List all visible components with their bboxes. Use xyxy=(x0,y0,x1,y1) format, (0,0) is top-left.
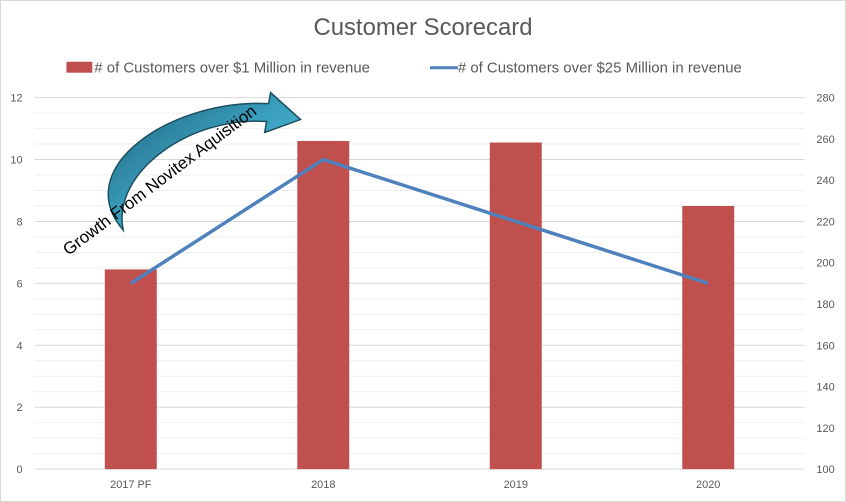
right-tick-label: 200 xyxy=(816,258,834,270)
category-label: 2020 xyxy=(696,479,720,491)
left-tick-label: 10 xyxy=(10,155,22,167)
left-tick-label: 0 xyxy=(17,464,23,476)
left-tick-label: 8 xyxy=(17,216,23,228)
right-tick-label: 260 xyxy=(816,134,834,146)
bar xyxy=(489,142,542,470)
left-tick-label: 2 xyxy=(17,402,23,414)
bar xyxy=(682,205,735,470)
right-axis-ticks: 100 120 140 160 180 200 220 240 260 280 xyxy=(816,93,834,477)
legend: # of Customers over $1 Million in revenu… xyxy=(66,60,742,77)
right-tick-label: 180 xyxy=(816,299,834,311)
annotation-arrow xyxy=(107,91,302,233)
category-label: 2017 PF xyxy=(110,479,152,491)
bar-series xyxy=(104,140,735,470)
chart-title: Customer Scorecard xyxy=(313,14,532,41)
left-tick-label: 4 xyxy=(17,340,23,352)
right-tick-label: 100 xyxy=(816,464,834,476)
legend-bar-label: # of Customers over $1 Million in revenu… xyxy=(94,60,370,77)
right-tick-label: 280 xyxy=(816,93,834,105)
right-tick-label: 240 xyxy=(816,175,834,187)
category-label: 2019 xyxy=(504,479,528,491)
legend-bar-swatch xyxy=(66,61,93,73)
category-labels: 2017 PF 2018 2019 2020 xyxy=(110,479,720,491)
left-tick-label: 6 xyxy=(17,278,23,290)
left-axis-ticks: 0 2 4 6 8 10 12 xyxy=(10,93,22,477)
right-tick-label: 160 xyxy=(816,340,834,352)
right-tick-label: 140 xyxy=(816,382,834,394)
bar xyxy=(297,140,350,470)
left-tick-label: 12 xyxy=(10,93,22,105)
bar xyxy=(104,269,157,470)
series-line xyxy=(129,157,709,286)
line-series xyxy=(129,157,709,286)
gridlines xyxy=(34,97,805,470)
category-label: 2018 xyxy=(311,479,335,491)
right-tick-label: 220 xyxy=(816,216,834,228)
curved-arrow-icon xyxy=(107,91,302,233)
legend-line-label: # of Customers over $25 Million in reven… xyxy=(458,60,742,77)
right-tick-label: 120 xyxy=(816,423,834,435)
annotation-text: Growth From Novitex Aquisition xyxy=(59,101,260,259)
